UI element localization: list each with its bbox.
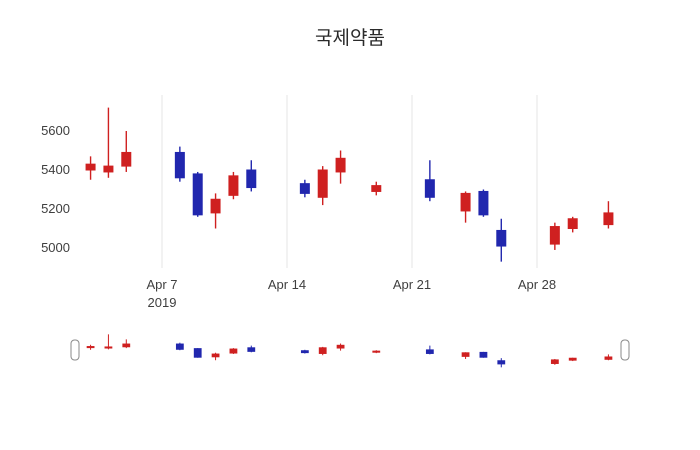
candle[interactable] [496, 218, 507, 262]
range-slider-candle [604, 354, 613, 361]
range-slider-candle [300, 349, 309, 354]
candle-body [85, 163, 96, 171]
candle[interactable] [478, 189, 489, 217]
candle[interactable] [103, 107, 114, 178]
candle[interactable] [299, 179, 310, 198]
candle[interactable] [85, 156, 96, 180]
candle-body [371, 185, 382, 192]
mini-body [122, 343, 131, 348]
mini-body [247, 347, 256, 352]
candle-body [424, 179, 435, 198]
range-slider-candle [425, 345, 434, 355]
candle[interactable] [228, 171, 239, 200]
candle-body [567, 218, 578, 229]
candle-body [478, 190, 489, 216]
candle-body [228, 175, 239, 196]
range-slider-candle [372, 350, 381, 354]
range-slider[interactable] [70, 328, 630, 372]
mini-body [211, 353, 220, 358]
range-slider-candle [479, 351, 488, 358]
mini-body [175, 343, 184, 350]
range-slider-track[interactable] [75, 328, 625, 372]
candle-body [192, 173, 203, 216]
x-tick-sublabel: 2019 [148, 295, 177, 310]
plot-area[interactable] [75, 95, 625, 268]
candle[interactable] [371, 181, 382, 196]
candle-body [299, 183, 310, 194]
y-tick-label: 5400 [41, 162, 70, 177]
x-tick-label: Apr 21 [393, 277, 431, 292]
mini-body [372, 350, 381, 353]
x-tick-label: Apr 14 [268, 277, 306, 292]
candle-body [603, 212, 614, 226]
y-tick-label: 5600 [41, 123, 70, 138]
range-slider-candle [211, 352, 220, 361]
range-slider-candle [86, 344, 95, 350]
candles [85, 107, 614, 262]
mini-body [425, 349, 434, 354]
candle[interactable] [424, 160, 435, 202]
range-slider-handle-left[interactable] [70, 339, 80, 361]
range-slider-candle [568, 357, 577, 362]
candle[interactable] [317, 166, 328, 206]
candle[interactable] [174, 146, 185, 182]
candle-body [103, 165, 114, 173]
candle[interactable] [603, 201, 614, 229]
candle-body [121, 151, 132, 167]
candle-body [460, 192, 471, 212]
candle-body [174, 151, 185, 179]
range-slider-candle [104, 334, 113, 350]
gridlines [161, 95, 538, 268]
candle-body [317, 169, 328, 198]
mini-body [193, 348, 202, 358]
range-slider-candle [550, 358, 559, 365]
mini-body [318, 347, 327, 354]
y-tick-label: 5000 [41, 240, 70, 255]
candle[interactable] [335, 150, 346, 184]
x-tick-label: Apr 7 [146, 277, 177, 292]
y-axis-ticks: 5000 5200 5400 5600 [41, 123, 70, 255]
candle[interactable] [121, 131, 132, 172]
mini-body [104, 346, 113, 349]
candle[interactable] [192, 171, 203, 217]
candle[interactable] [567, 216, 578, 233]
chart-title: 국제약품 [315, 27, 385, 49]
mini-body [300, 350, 309, 354]
mini-body [86, 346, 95, 349]
mini-body [336, 344, 345, 349]
mini-body [461, 352, 470, 357]
candle[interactable] [246, 160, 257, 192]
mini-body [550, 359, 559, 364]
y-tick-label: 5200 [41, 201, 70, 216]
mini-body [604, 356, 613, 360]
candle[interactable] [549, 222, 560, 250]
mini-body [479, 351, 488, 358]
range-slider-candle [497, 358, 506, 368]
candle[interactable] [210, 193, 221, 229]
range-slider-candle [193, 348, 202, 358]
range-slider-candle [461, 352, 470, 359]
range-slider-candle [318, 346, 327, 356]
range-slider-candle [247, 345, 256, 353]
candle[interactable] [460, 191, 471, 223]
candle-body [496, 229, 507, 247]
candle-body [335, 157, 346, 173]
x-axis-ticks: Apr 7 2019 Apr 14 Apr 21 Apr 28 [146, 277, 556, 310]
candle-body [549, 226, 560, 245]
candle-body [246, 169, 257, 189]
mini-body [568, 357, 577, 361]
mini-body [229, 348, 238, 354]
range-slider-handle-right[interactable] [620, 339, 630, 361]
x-tick-label: Apr 28 [518, 277, 556, 292]
candle-body [210, 198, 221, 214]
range-slider-candle [175, 342, 184, 351]
range-slider-candle [336, 343, 345, 351]
mini-body [497, 360, 506, 365]
range-slider-candle [229, 348, 238, 354]
range-slider-candle [122, 339, 131, 349]
